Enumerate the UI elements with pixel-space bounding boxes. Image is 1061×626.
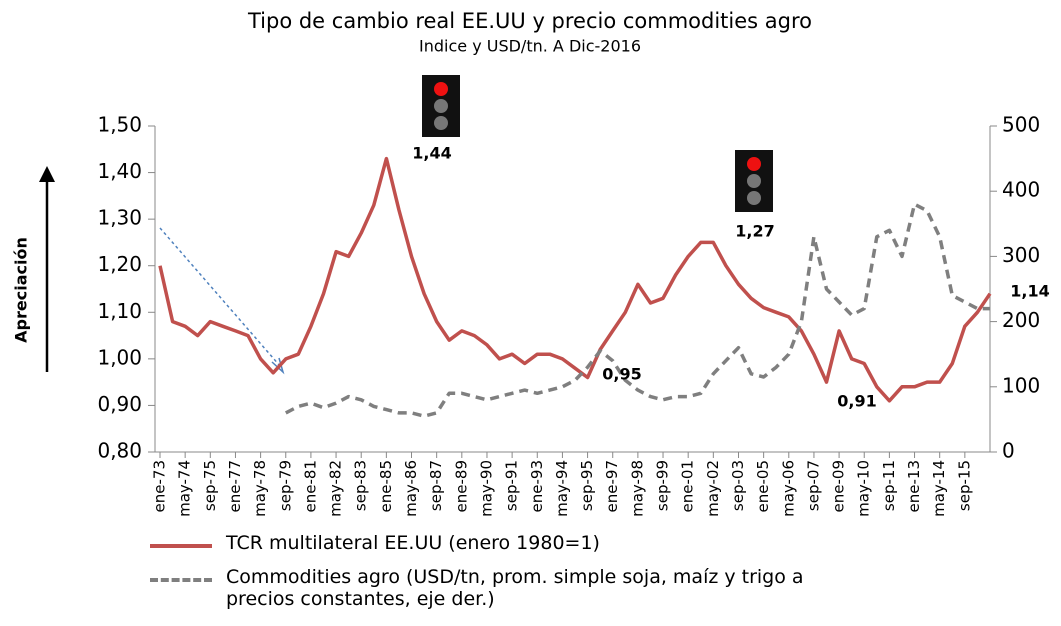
x-tick-label: ene-97: [603, 460, 621, 512]
x-tick-label: sep-87: [427, 460, 445, 511]
chart-title: Tipo de cambio real EE.UU y precio commo…: [247, 9, 812, 33]
x-tick-label: may-06: [779, 460, 797, 517]
x-tick-label: ene-01: [679, 460, 697, 512]
x-tick-label: may-74: [176, 460, 194, 517]
x-tick-label: sep-95: [578, 460, 596, 511]
chart-subtitle: Indice y USD/tn. A Dic-2016: [419, 37, 641, 56]
legend-label: Commodities agro (USD/tn, prom. simple s…: [226, 566, 804, 610]
y-tick-label: 1,10: [97, 299, 142, 323]
x-tick-label: may-94: [553, 460, 571, 517]
annotation: 0,95: [602, 365, 641, 384]
x-tick-label: ene-13: [905, 460, 923, 512]
x-tick-label: may-02: [704, 460, 722, 517]
x-tick-label: sep-99: [654, 460, 672, 511]
annotation: 0,91: [837, 392, 876, 411]
x-tick-label: may-90: [477, 460, 495, 517]
x-tick-label: ene-81: [301, 460, 319, 512]
x-tick-label: sep-75: [201, 460, 219, 511]
y2-tick-label: 100: [1002, 373, 1040, 397]
x-tick-label: sep-15: [955, 460, 973, 511]
x-tick-label: sep-79: [276, 460, 294, 511]
traffic-light: [735, 150, 773, 212]
chart: Tipo de cambio real EE.UU y precio commo…: [12, 9, 1050, 517]
x-tick-label: may-98: [628, 460, 646, 517]
x-tick-label: sep-83: [352, 460, 370, 511]
x-tick-label: ene-73: [151, 460, 169, 512]
y2-tick-label: 500: [1002, 113, 1040, 137]
legend: TCR multilateral EE.UU (enero 1980=1) Com…: [150, 532, 870, 622]
x-tick-label: may-78: [251, 460, 269, 517]
x-tick-label: sep-11: [880, 460, 898, 511]
y-tick-label: 1,20: [97, 252, 142, 276]
x-tick-label: may-82: [327, 460, 345, 517]
x-tick-label: ene-85: [377, 460, 395, 512]
x-tick-label: ene-89: [452, 460, 470, 512]
x-tick-label: may-86: [402, 460, 420, 517]
y2-tick-label: 300: [1002, 243, 1040, 267]
x-tick-label: sep-07: [804, 460, 822, 511]
trend-arrow: [159, 227, 281, 367]
y-axis-label: Apreciación: [12, 237, 31, 343]
arrow-head: [39, 166, 55, 182]
y-tick-label: 0,80: [97, 439, 142, 463]
x-tick-label: may-10: [855, 460, 873, 517]
x-tick-label: ene-77: [226, 460, 244, 512]
y-tick-label: 1,30: [97, 206, 142, 230]
x-tick-label: ene-05: [754, 460, 772, 512]
x-tick-label: ene-93: [528, 460, 546, 512]
series-line: [284, 202, 990, 418]
traffic-light: [422, 75, 460, 137]
x-tick-label: may-14: [930, 460, 948, 517]
x-tick-label: sep-91: [503, 460, 521, 511]
annotation: 1,14: [1010, 282, 1049, 301]
legend-item: TCR multilateral EE.UU (enero 1980=1): [150, 532, 870, 554]
annotation: 1,27: [735, 222, 774, 241]
legend-swatch: [150, 544, 212, 548]
annotation: 1,44: [412, 144, 451, 163]
y-tick-label: 1,40: [97, 159, 142, 183]
legend-item: Commodities agro (USD/tn, prom. simple s…: [150, 566, 870, 610]
y-tick-label: 1,00: [97, 345, 142, 369]
x-tick-label: ene-09: [830, 460, 848, 512]
y2-tick-label: 400: [1002, 178, 1040, 202]
legend-label: TCR multilateral EE.UU (enero 1980=1): [226, 532, 600, 554]
legend-swatch: [150, 578, 212, 582]
series-line: [158, 156, 992, 403]
y-tick-label: 1,50: [97, 113, 142, 137]
y-tick-label: 0,90: [97, 392, 142, 416]
x-tick-label: sep-03: [729, 460, 747, 511]
y2-tick-label: 200: [1002, 308, 1040, 332]
y2-tick-label: 0: [1002, 439, 1015, 463]
